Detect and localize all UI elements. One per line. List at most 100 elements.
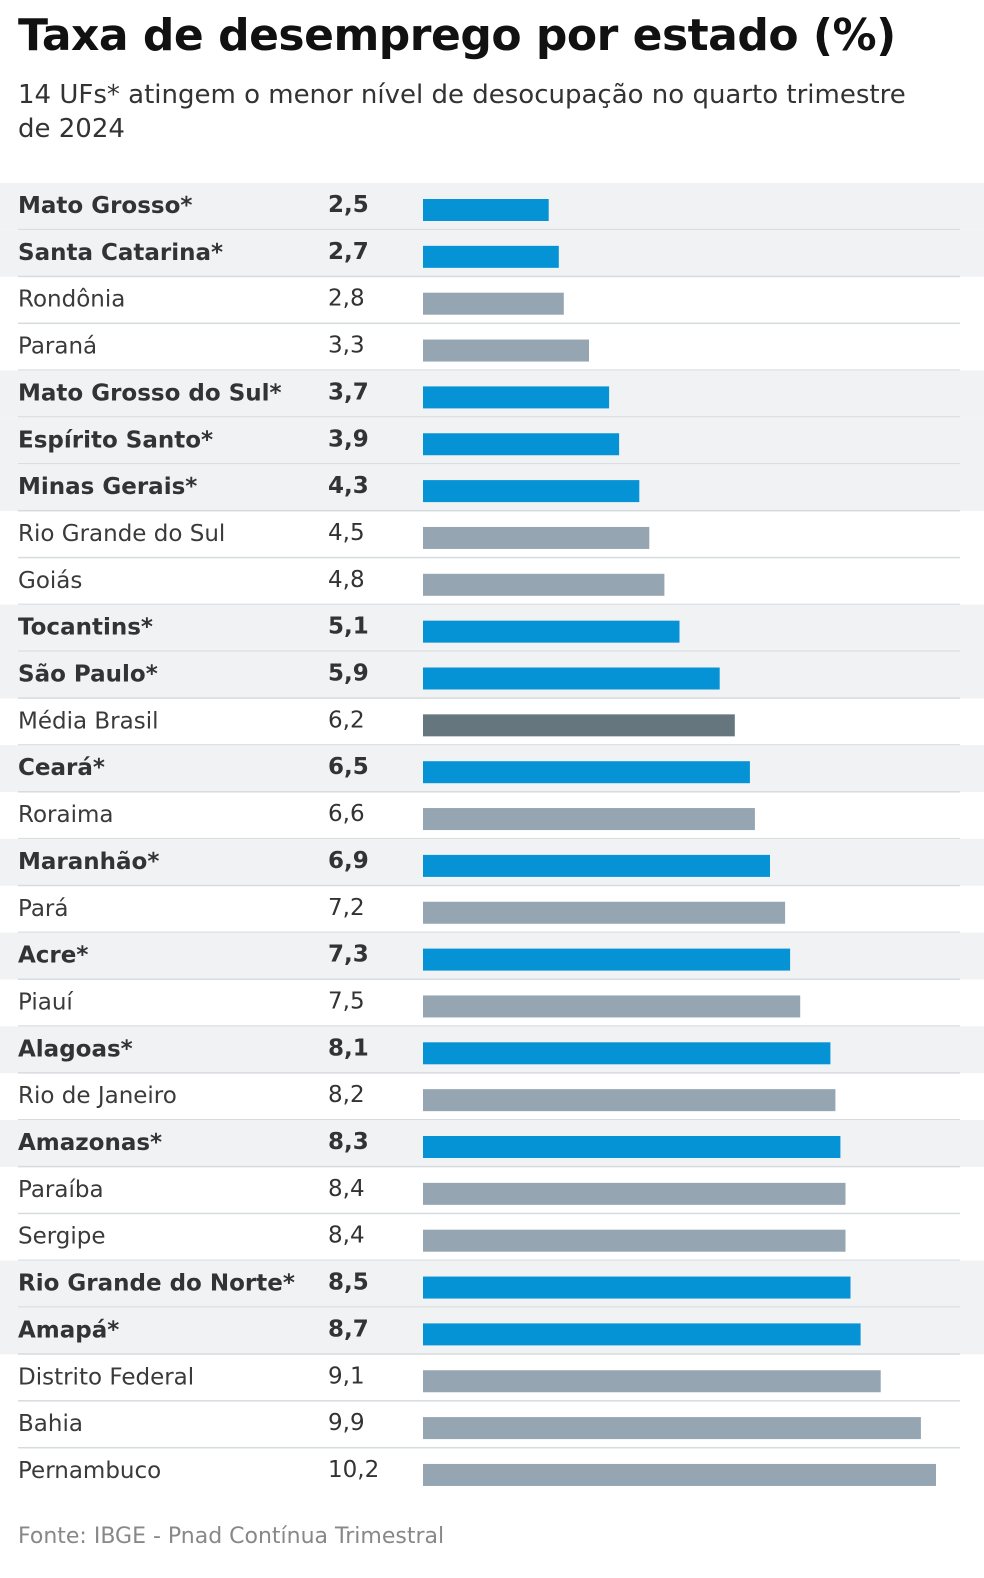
value-label: 5,9 bbox=[328, 661, 369, 687]
row-divider bbox=[18, 1072, 960, 1074]
bar bbox=[423, 995, 801, 1018]
bar bbox=[423, 433, 620, 456]
bar bbox=[423, 761, 750, 784]
row-divider bbox=[18, 369, 960, 371]
bar bbox=[423, 948, 791, 971]
chart-subtitle: 14 UFs* atingem o menor nível de desocup… bbox=[18, 80, 906, 144]
value-label: 7,5 bbox=[328, 988, 365, 1014]
bar bbox=[423, 714, 735, 737]
value-label: 8,4 bbox=[328, 1176, 365, 1202]
category-label: Paraíba bbox=[18, 1177, 104, 1203]
category-label: Rondônia bbox=[18, 287, 125, 313]
bar bbox=[423, 901, 786, 924]
bar bbox=[423, 480, 640, 503]
row-divider bbox=[18, 1165, 960, 1168]
bar bbox=[423, 339, 589, 362]
bar bbox=[423, 1136, 841, 1158]
row-divider bbox=[18, 463, 960, 465]
value-label: 4,3 bbox=[328, 473, 369, 499]
row-divider bbox=[18, 509, 960, 512]
category-label: Mato Grosso* bbox=[18, 193, 192, 219]
row-divider bbox=[18, 697, 960, 699]
value-label: 4,8 bbox=[328, 567, 365, 593]
bar bbox=[423, 1370, 881, 1393]
category-label: Paraná bbox=[18, 334, 97, 360]
bar bbox=[423, 1417, 921, 1440]
row-divider bbox=[18, 1306, 960, 1308]
bar bbox=[423, 199, 549, 221]
bar bbox=[423, 526, 650, 549]
row-divider bbox=[18, 1259, 960, 1262]
category-label: Pernambuco bbox=[18, 1458, 161, 1484]
value-label: 3,9 bbox=[328, 426, 369, 452]
category-label: Mato Grosso do Sul* bbox=[18, 380, 282, 406]
row-divider bbox=[18, 791, 960, 793]
source-note: Fonte: IBGE - Pnad Contínua Trimestral bbox=[18, 1524, 445, 1549]
category-label: Amazonas* bbox=[18, 1130, 162, 1156]
category-label: Minas Gerais* bbox=[18, 474, 197, 500]
value-label: 5,1 bbox=[328, 614, 369, 640]
value-label: 8,7 bbox=[328, 1316, 369, 1342]
value-label: 8,4 bbox=[328, 1223, 365, 1249]
category-label: Goiás bbox=[18, 568, 82, 594]
value-label: 8,2 bbox=[328, 1082, 365, 1108]
value-label: 3,7 bbox=[328, 379, 369, 405]
row-divider bbox=[18, 1446, 960, 1449]
row-divider bbox=[18, 837, 960, 840]
value-label: 7,3 bbox=[328, 942, 369, 968]
value-label: 9,1 bbox=[328, 1363, 365, 1389]
row-divider bbox=[18, 416, 960, 418]
row-divider bbox=[18, 650, 960, 652]
value-label: 10,2 bbox=[328, 1457, 379, 1483]
row-divider bbox=[18, 744, 960, 746]
bar bbox=[423, 1229, 846, 1252]
category-label: São Paulo* bbox=[18, 662, 158, 688]
bar-chart: Mato Grosso* 2,5 Santa Catarina* 2,7 Rondôni… bbox=[0, 183, 984, 1486]
row-divider bbox=[18, 931, 960, 934]
value-label: 6,5 bbox=[328, 754, 369, 780]
bar bbox=[423, 386, 610, 409]
bar bbox=[423, 292, 564, 315]
category-label: Alagoas* bbox=[18, 1036, 133, 1062]
row-divider bbox=[18, 603, 960, 606]
bar bbox=[423, 245, 559, 268]
category-label: Bahia bbox=[18, 1411, 83, 1437]
row-divider bbox=[18, 978, 960, 980]
bar bbox=[423, 854, 770, 877]
value-label: 3,3 bbox=[328, 333, 365, 359]
category-label: Rio Grande do Sul bbox=[18, 521, 225, 547]
bar bbox=[423, 1042, 831, 1065]
category-label: Tocantins* bbox=[18, 615, 153, 641]
value-label: 2,7 bbox=[328, 239, 369, 265]
value-label: 6,2 bbox=[328, 707, 365, 733]
category-label: Rio de Janeiro bbox=[18, 1083, 177, 1109]
value-label: 8,3 bbox=[328, 1129, 369, 1155]
row-divider bbox=[18, 884, 960, 887]
category-label: Média Brasil bbox=[18, 708, 158, 734]
category-label: Santa Catarina* bbox=[18, 240, 223, 266]
value-label: 8,5 bbox=[328, 1270, 369, 1296]
row-divider bbox=[18, 228, 960, 231]
chart-title: Taxa de desemprego por estado (%) bbox=[18, 10, 896, 61]
value-label: 6,9 bbox=[328, 848, 369, 874]
bar bbox=[423, 1463, 936, 1486]
category-label: Acre* bbox=[18, 943, 88, 969]
value-label: 6,6 bbox=[328, 801, 365, 827]
category-label: Espírito Santo* bbox=[18, 427, 213, 453]
bar bbox=[423, 620, 680, 643]
row-divider bbox=[18, 1212, 960, 1215]
row-divider bbox=[18, 275, 960, 278]
value-label: 4,5 bbox=[328, 520, 365, 546]
bar bbox=[423, 1276, 851, 1299]
bar bbox=[423, 1182, 846, 1205]
category-label: Piauí bbox=[18, 989, 73, 1015]
row-divider bbox=[18, 322, 960, 325]
category-label: Maranhão* bbox=[18, 849, 159, 875]
row-divider bbox=[18, 1025, 960, 1027]
row-divider bbox=[18, 1400, 960, 1402]
bar bbox=[423, 1323, 861, 1346]
bar bbox=[423, 808, 755, 831]
bar bbox=[423, 667, 720, 690]
value-label: 2,8 bbox=[328, 286, 365, 312]
row-divider bbox=[18, 1353, 960, 1355]
